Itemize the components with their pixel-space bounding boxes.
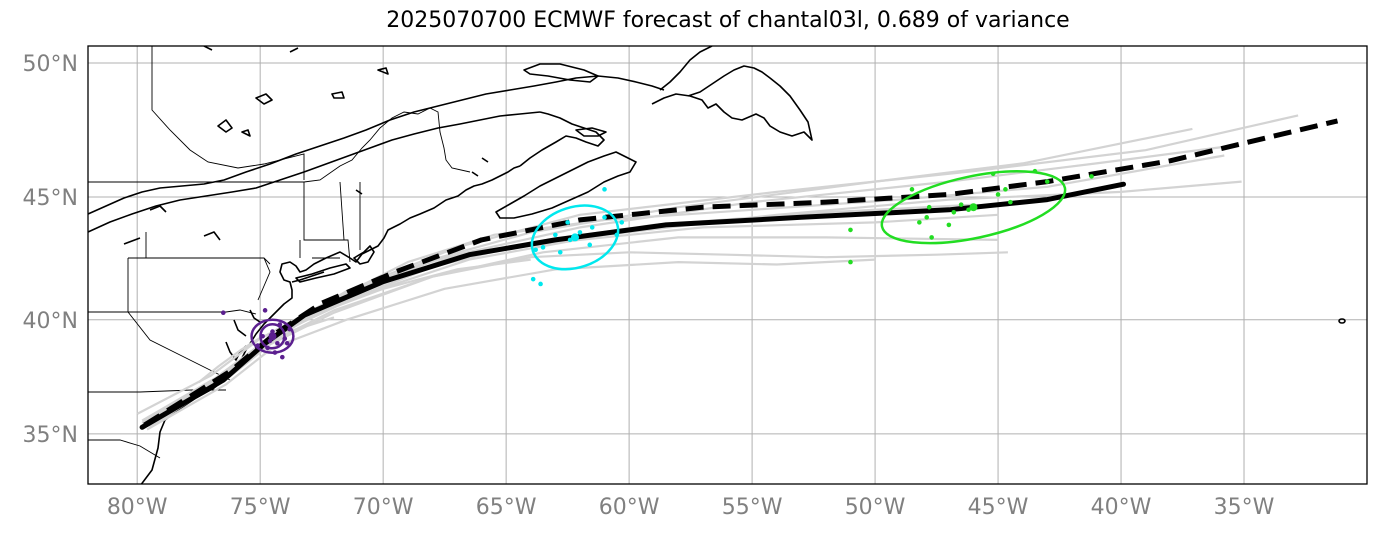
day1-point — [275, 340, 280, 346]
day3-point — [924, 215, 930, 220]
day3-center — [969, 203, 978, 212]
coastline-newfoundland — [651, 46, 813, 141]
day2-point — [557, 249, 563, 255]
day1-point — [272, 350, 278, 355]
day1-point — [284, 340, 290, 346]
day2-point — [538, 281, 543, 287]
ensemble-track — [146, 258, 876, 431]
border-states-mid — [127, 232, 271, 315]
coastline-cape-cod — [353, 245, 375, 265]
x-tick-label: 50°W — [845, 495, 906, 520]
x-tick-label: 80°W — [107, 495, 168, 520]
basemap — [88, 46, 1346, 484]
x-tick-label: 35°W — [1214, 495, 1275, 520]
coastline-anticosti — [523, 63, 599, 83]
day3-point — [909, 187, 915, 192]
gridlines — [88, 46, 1367, 484]
day3-ellipse — [880, 170, 1067, 245]
day3-point — [995, 192, 1001, 197]
x-axis-ticks: 80°W 75°W 70°W 65°W 60°W 55°W 50°W 45°W 40°W 35°W — [107, 495, 1275, 520]
day2-point — [602, 187, 607, 192]
day3-point — [966, 207, 971, 213]
coastline-long-island — [295, 263, 351, 283]
lakes-small — [123, 157, 489, 245]
ensemble-track — [144, 251, 1008, 426]
day2-point — [602, 215, 607, 220]
day1-center — [268, 332, 277, 341]
day2-point — [540, 245, 546, 250]
coastline-new-brunswick — [519, 111, 605, 167]
plot-background — [88, 46, 1367, 484]
day2-ellipse — [530, 204, 620, 271]
island-right — [1338, 318, 1346, 324]
border-quebec — [151, 46, 305, 180]
day2-point — [619, 220, 625, 225]
day3-point — [929, 235, 934, 240]
y-axis-ticks: 50°N 45°N 40°N 35°N — [23, 52, 78, 448]
day3-point — [848, 227, 853, 233]
day3-point — [1089, 174, 1094, 179]
day3-point — [917, 220, 922, 225]
y-tick-label: 35°N — [23, 423, 78, 448]
day2-point — [565, 220, 570, 225]
plot-frame — [87, 45, 1368, 485]
border-states-ne — [299, 181, 361, 263]
y-tick-label: 40°N — [23, 309, 78, 334]
day1-inner-ring — [259, 323, 286, 350]
day2-point — [589, 225, 595, 230]
day-markers — [220, 168, 1094, 360]
day1-point — [255, 343, 261, 348]
day2-point — [614, 232, 620, 238]
day3-point — [1003, 187, 1008, 192]
day1-point — [287, 326, 292, 332]
day2-point — [530, 276, 536, 282]
day2-point — [553, 232, 558, 238]
borders — [88, 46, 471, 459]
coastline-quebec — [88, 75, 665, 215]
coastline-nova-scotia — [495, 151, 637, 219]
y-tick-label: 45°N — [23, 186, 78, 211]
day3-point — [990, 171, 996, 177]
ensemble-track — [136, 127, 1193, 415]
coastline-bays — [225, 271, 325, 361]
x-tick-label: 60°W — [599, 495, 660, 520]
x-tick-label: 75°W — [230, 495, 291, 520]
day2-center — [571, 233, 580, 242]
x-tick-label: 45°W — [968, 495, 1029, 520]
x-tick-label: 65°W — [476, 495, 537, 520]
day3-point — [926, 204, 932, 210]
x-tick-label: 70°W — [353, 495, 414, 520]
x-tick-label: 40°W — [1091, 495, 1152, 520]
day3-point — [946, 222, 952, 228]
coastline-pei — [575, 127, 607, 137]
y-tick-label: 50°N — [23, 52, 78, 77]
day1-point — [280, 354, 285, 360]
day3-point — [951, 209, 957, 215]
day3-point — [958, 202, 964, 207]
day3-point — [1044, 179, 1050, 184]
lakes-north — [203, 46, 389, 137]
coastline-st-lawrence-south — [88, 111, 541, 233]
day1-ellipse — [250, 318, 295, 354]
day3-point — [1032, 168, 1038, 174]
day2-point — [533, 247, 538, 253]
day2-point — [587, 242, 593, 248]
chart-title: 2025070700 ECMWF forecast of chantal03l,… — [386, 8, 1070, 33]
day3-point — [848, 259, 853, 265]
day3-point — [1008, 199, 1013, 205]
border-us-canada — [88, 107, 471, 183]
ensemble-track — [198, 316, 335, 384]
day1-point — [220, 310, 226, 316]
border-states-south — [88, 311, 231, 459]
day1-point — [262, 308, 268, 313]
x-tick-label: 55°W — [722, 495, 783, 520]
day2-point — [577, 230, 583, 235]
